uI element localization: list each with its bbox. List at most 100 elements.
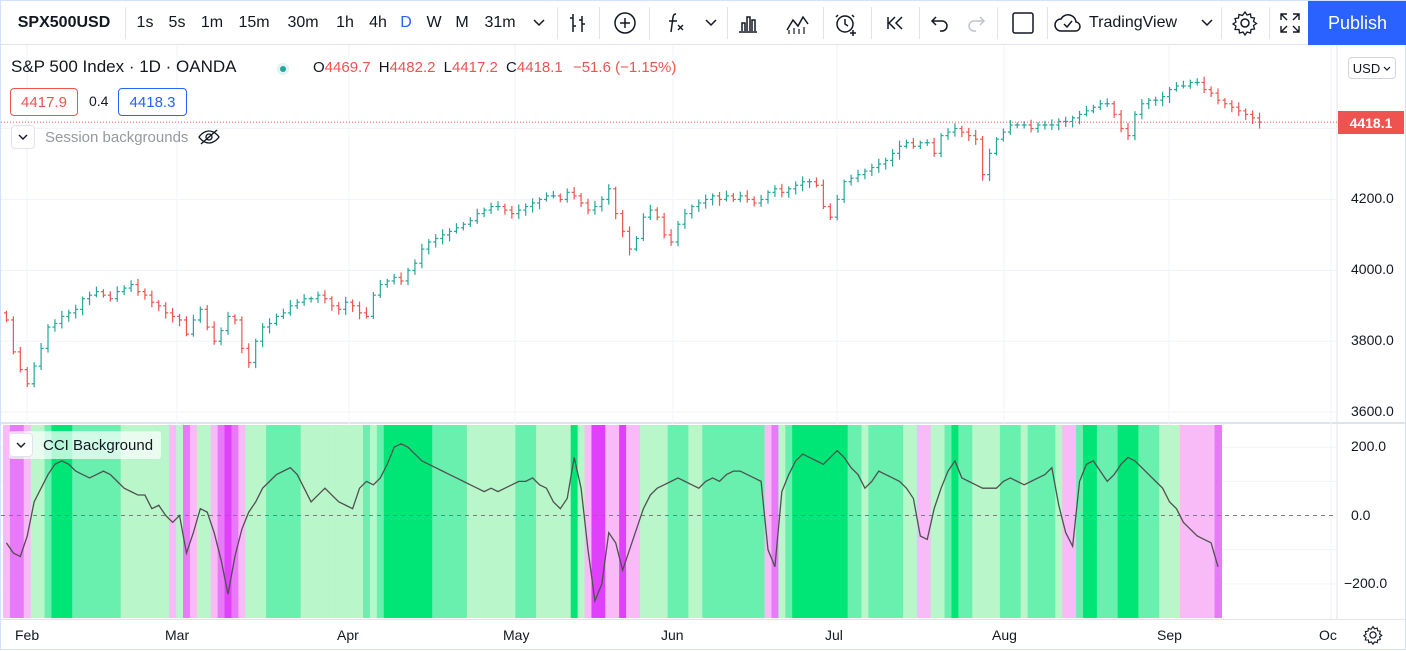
interval-M[interactable]: M (455, 14, 469, 31)
cci-background-band (169, 425, 177, 618)
cci-background-band (695, 425, 703, 618)
sell-price-button[interactable]: 4417.9 (10, 88, 78, 116)
cci-background-band (806, 425, 814, 618)
buy-price-button[interactable]: 4418.3 (118, 88, 187, 116)
open-value: 4469.7 (324, 59, 371, 76)
interval-W[interactable]: W (426, 14, 442, 31)
cci-background-band (709, 425, 717, 618)
cci-background-band (480, 425, 489, 618)
cci-background-band (681, 425, 689, 618)
cci-background-band (1131, 425, 1139, 618)
cci-background-band (224, 425, 233, 618)
interval-1m[interactable]: 1m (200, 14, 224, 31)
session-backgrounds-label: Session backgrounds (45, 128, 189, 146)
collapse-chevron-icon[interactable] (9, 433, 33, 457)
layout-save-button[interactable]: TradingView (1053, 1, 1193, 45)
time-tick-label: Sep (1157, 627, 1182, 643)
layout-dropdown-chevron-icon[interactable] (1195, 1, 1219, 45)
market-status-dot[interactable] (277, 63, 289, 75)
interval-D[interactable]: D (400, 14, 412, 31)
cci-background-band (792, 425, 800, 618)
price-tick-label: 3600.0 (1351, 403, 1394, 420)
symbol-legend-title[interactable]: S&P 500 Index · 1D · OANDA (11, 57, 237, 76)
low-value: 4417.2 (451, 59, 498, 76)
cci-background-band (286, 425, 295, 618)
cci-background-band (321, 425, 329, 618)
bar-chart-type-icon[interactable] (563, 1, 593, 45)
cci-background-band (639, 425, 648, 618)
currency-selector[interactable]: USD (1348, 57, 1396, 79)
cci-background-band (563, 425, 572, 618)
hidden-eye-icon[interactable] (198, 129, 221, 145)
interval-5s[interactable]: 5s (168, 14, 186, 31)
cci-background-band (1200, 425, 1209, 618)
cci-background-band (1179, 425, 1188, 618)
toolbar-divider (649, 7, 650, 39)
interval-30m[interactable]: 30m (287, 14, 319, 31)
cci-background-band (826, 425, 835, 618)
symbol-search-button[interactable]: SPX500USD (17, 14, 111, 31)
cci-background-band (903, 425, 911, 618)
settings-gear-icon[interactable] (1227, 1, 1263, 45)
cci-background-band (986, 425, 994, 618)
cci-background-band (252, 425, 260, 618)
indicators-dropdown-chevron-icon[interactable] (699, 1, 723, 45)
cci-background-band (619, 425, 627, 618)
cci-background-band (757, 425, 766, 618)
cci-background-band (328, 425, 336, 618)
indicators-fx-icon[interactable] (657, 1, 693, 45)
time-axis[interactable] (1, 619, 1406, 651)
interval-4h[interactable]: 4h (369, 14, 387, 31)
cci-background-band (376, 425, 385, 618)
cci-background-band (466, 425, 475, 618)
cci-background-band (1214, 425, 1223, 618)
cci-background-band (1117, 425, 1126, 618)
fullscreen-square-icon[interactable] (1005, 1, 1041, 45)
open-label: O (313, 59, 325, 76)
cci-background-band (729, 425, 738, 618)
replay-rewind-icon[interactable] (877, 1, 913, 45)
collapse-chevron-icon[interactable] (11, 125, 35, 149)
cci-background-band (1041, 425, 1049, 618)
time-tick-label: Apr (337, 627, 359, 643)
cci-background-band (1083, 425, 1091, 618)
undo-icon[interactable] (923, 1, 957, 45)
cci-background-band (1103, 425, 1112, 618)
cci-indicator-legend: CCI Background (9, 431, 162, 459)
interval-31m[interactable]: 31m (484, 14, 516, 31)
redo-icon[interactable] (959, 1, 993, 45)
cci-background-band (439, 425, 447, 618)
cci-tick-label: 0.0 (1351, 506, 1371, 523)
cci-background-band (162, 425, 170, 618)
cci-background-band (646, 425, 655, 618)
compare-add-symbol-icon[interactable] (607, 1, 643, 45)
cci-background-band (799, 425, 807, 618)
axis-settings-gear-icon[interactable] (1363, 625, 1383, 645)
price-tick-label: 3800.0 (1351, 332, 1394, 349)
publish-button[interactable]: Publish (1308, 1, 1406, 45)
cci-background-band (176, 425, 184, 618)
interval-1s[interactable]: 1s (136, 14, 154, 31)
cci-background-band (369, 425, 378, 618)
price-tick-label: 4000.0 (1351, 261, 1394, 278)
cci-background-band (958, 425, 966, 618)
cci-background-band (972, 425, 980, 618)
cci-background-band (183, 425, 191, 618)
cci-background-band (1062, 425, 1070, 618)
close-label: C (506, 59, 517, 76)
alert-clock-icon[interactable] (827, 1, 865, 45)
toolbar-divider (997, 7, 998, 39)
cci-background-band (487, 425, 496, 618)
interval-1h[interactable]: 1h (336, 14, 354, 31)
toolbar-divider (871, 7, 872, 39)
cci-background-band (501, 425, 509, 618)
cci-tick-label: 200.0 (1351, 438, 1387, 455)
interval-15m[interactable]: 15m (238, 14, 270, 31)
cci-background-band (266, 425, 274, 618)
financials-bars-icon[interactable] (731, 1, 765, 45)
cci-background-band (605, 425, 613, 618)
expand-fullscreen-icon[interactable] (1273, 1, 1307, 45)
cci-background-band (1006, 425, 1015, 618)
templates-chart-icon[interactable] (779, 1, 815, 45)
interval-dropdown-chevron-icon[interactable] (527, 1, 551, 45)
